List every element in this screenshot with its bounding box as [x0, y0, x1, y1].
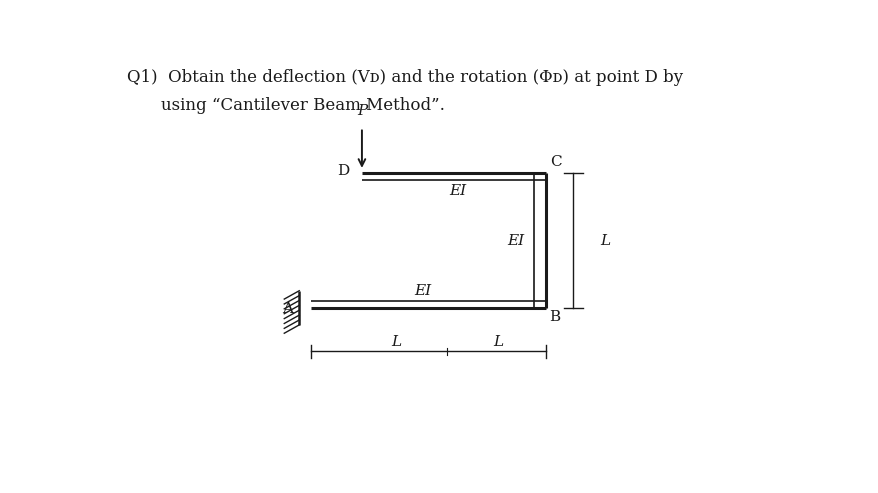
Text: P: P [356, 104, 367, 118]
Text: L: L [600, 234, 610, 248]
Text: EI: EI [449, 184, 465, 198]
Text: B: B [549, 311, 560, 324]
Text: C: C [550, 155, 561, 169]
Text: L: L [493, 335, 503, 349]
Text: using “Cantilever Beam Method”.: using “Cantilever Beam Method”. [161, 97, 444, 114]
Text: L: L [391, 335, 400, 349]
Text: Q1)  Obtain the deflection (Vᴅ) and the rotation (Φᴅ) at point D by: Q1) Obtain the deflection (Vᴅ) and the r… [126, 69, 682, 86]
Text: D: D [337, 164, 349, 178]
Text: A: A [282, 302, 292, 316]
Text: EI: EI [414, 284, 431, 298]
Text: EI: EI [507, 234, 523, 248]
